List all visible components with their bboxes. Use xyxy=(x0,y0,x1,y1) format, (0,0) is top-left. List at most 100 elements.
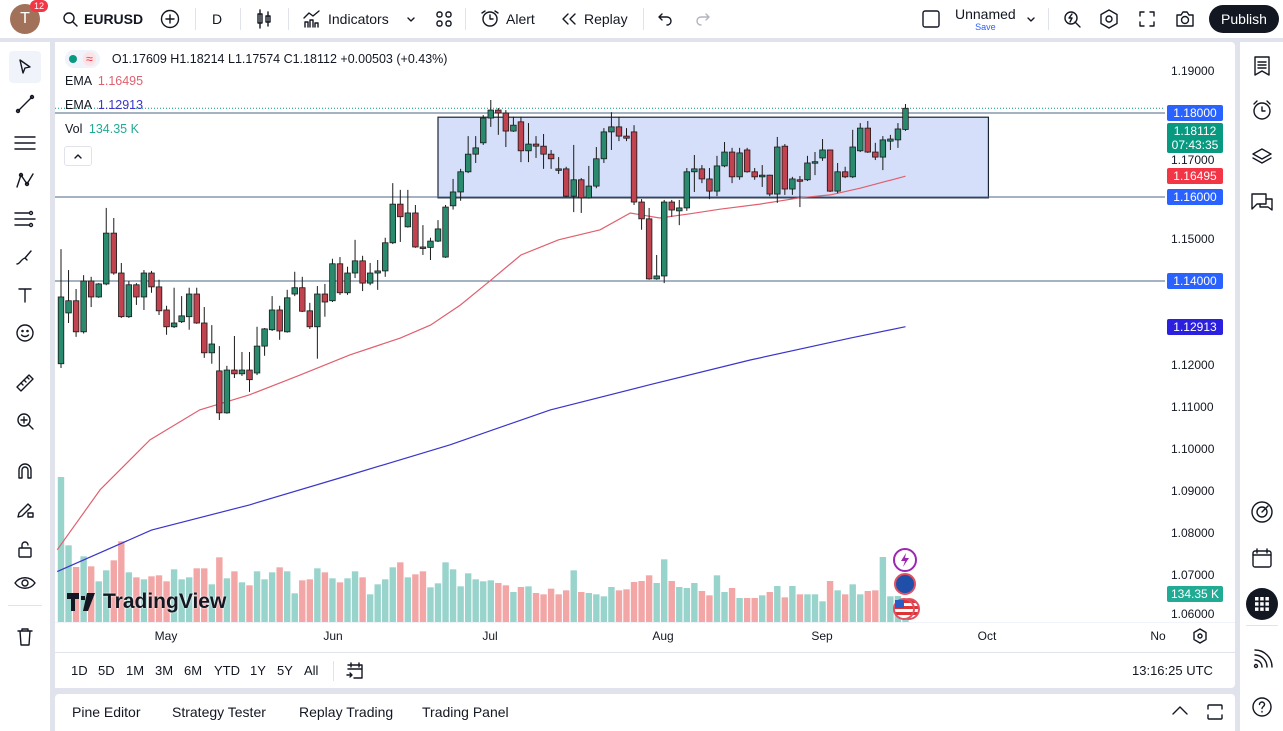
trend-line-tool[interactable] xyxy=(9,88,41,120)
fib-tool[interactable] xyxy=(9,127,41,159)
indicators-dropdown[interactable] xyxy=(406,0,416,38)
volume-bar xyxy=(344,578,351,622)
axis-settings-button[interactable] xyxy=(1192,628,1208,647)
lock-drawings-tool[interactable] xyxy=(9,533,41,565)
status-toggles[interactable]: ≈ xyxy=(65,50,100,68)
top-toolbar: T 12 EURUSD D Indicators Alert Replay Un… xyxy=(0,0,1283,38)
price-chart[interactable] xyxy=(55,42,1165,622)
watchlist-button[interactable] xyxy=(1245,49,1279,83)
help-button[interactable] xyxy=(1245,690,1279,724)
range-1m[interactable]: 1M xyxy=(126,663,145,678)
volume-bar xyxy=(781,597,789,622)
symbol-search-button[interactable]: EURUSD xyxy=(62,0,143,38)
alerts-button[interactable] xyxy=(1245,93,1279,127)
snapshot-button[interactable] xyxy=(1175,0,1195,38)
redo-button[interactable] xyxy=(695,0,711,38)
volume-bar xyxy=(155,575,163,622)
tab-pine-editor[interactable]: Pine Editor xyxy=(72,704,141,720)
go-to-date-button[interactable] xyxy=(345,661,365,684)
volume-bar xyxy=(834,590,841,622)
volume-bar xyxy=(811,594,819,622)
forecast-tool[interactable] xyxy=(9,203,41,235)
indicators-button[interactable]: Indicators xyxy=(302,0,389,38)
price-axis[interactable]: 1.18000 1.18112 07:43:35 1.16495 1.16000 1.14… xyxy=(1165,42,1235,622)
utc-clock[interactable]: 13:16:25 UTC xyxy=(1132,663,1213,678)
volume-bar xyxy=(789,586,796,622)
magnet-tool[interactable] xyxy=(9,455,41,487)
interval-button[interactable]: D xyxy=(212,0,222,38)
volume-legend[interactable]: Vol 134.35 K xyxy=(65,122,139,136)
alert-button[interactable]: Alert xyxy=(480,0,535,38)
us-flag-icon[interactable] xyxy=(893,598,915,620)
event-lightning-icon[interactable] xyxy=(893,548,917,572)
compare-symbol-button[interactable] xyxy=(160,0,180,38)
volume-bar xyxy=(193,568,200,622)
fullscreen-button[interactable] xyxy=(1138,0,1156,38)
technicals-button[interactable] xyxy=(1245,495,1279,529)
settings-button[interactable] xyxy=(1099,0,1119,38)
stay-drawing-tool[interactable] xyxy=(9,494,41,526)
candle-down xyxy=(532,143,540,147)
chart-pane[interactable]: ≈ O1.17609 H1.18214 L1.17574 C1.18112 +0… xyxy=(55,42,1165,622)
range-1y[interactable]: 1Y xyxy=(250,663,266,678)
replay-button[interactable]: Replay xyxy=(560,0,628,38)
chats-button[interactable] xyxy=(1245,186,1279,220)
range-3m[interactable]: 3M xyxy=(155,663,174,678)
time-label: No xyxy=(1150,629,1166,643)
templates-button[interactable] xyxy=(435,0,453,38)
undo-button[interactable] xyxy=(657,0,673,38)
candle-down xyxy=(540,145,547,155)
volume-bar xyxy=(608,587,615,622)
price-tick: 1.11000 xyxy=(1171,400,1214,414)
candle-up xyxy=(487,109,494,119)
remove-drawings-tool[interactable] xyxy=(9,621,41,653)
time-label: Jun xyxy=(323,629,343,643)
layout-name-button[interactable]: Unnamed Save xyxy=(955,0,1016,38)
volume-bar xyxy=(268,572,276,622)
time-label: Aug xyxy=(652,629,674,643)
ema-slow-legend[interactable]: EMA 1.12913 xyxy=(65,98,143,112)
emoji-tool[interactable] xyxy=(9,317,41,349)
calendar-button[interactable] xyxy=(1245,541,1279,575)
collapse-legend-button[interactable] xyxy=(64,146,92,166)
range-5d[interactable]: 5D xyxy=(98,663,115,678)
pattern-tool[interactable] xyxy=(9,165,41,197)
publish-button[interactable]: Publish xyxy=(1209,5,1279,33)
layout-dropdown[interactable] xyxy=(1026,0,1036,38)
hide-drawings-tool[interactable] xyxy=(9,568,41,600)
expand-panel-button[interactable] xyxy=(1171,704,1189,721)
candle-up xyxy=(691,168,698,173)
candle-down xyxy=(87,280,95,298)
eu-flag-icon[interactable] xyxy=(894,573,916,595)
user-avatar[interactable]: T 12 xyxy=(10,0,48,38)
volume-bar xyxy=(683,588,691,622)
time-label: May xyxy=(154,629,178,643)
chart-type-button[interactable] xyxy=(255,0,273,38)
brush-tool[interactable] xyxy=(9,242,41,274)
time-axis[interactable]: May Jun Jul Aug Sep Oct No xyxy=(55,622,1235,650)
volume-bar xyxy=(216,557,223,622)
tab-strategy-tester[interactable]: Strategy Tester xyxy=(172,704,266,720)
range-all[interactable]: All xyxy=(304,663,319,678)
ema-fast-legend[interactable]: EMA 1.16495 xyxy=(65,74,143,88)
maximize-panel-button[interactable] xyxy=(1206,703,1224,724)
tab-replay-trading[interactable]: Replay Trading xyxy=(299,704,394,720)
candle-up xyxy=(427,240,434,248)
range-6m[interactable]: 6M xyxy=(184,663,203,678)
products-button[interactable] xyxy=(1245,587,1279,621)
range-5y[interactable]: 5Y xyxy=(277,663,293,678)
tab-trading-panel[interactable]: Trading Panel xyxy=(422,704,509,720)
cursor-tool[interactable] xyxy=(9,51,41,83)
measure-tool[interactable] xyxy=(9,367,41,399)
object-tree-button[interactable] xyxy=(1245,140,1279,174)
zoom-tool[interactable] xyxy=(9,405,41,437)
layout-toggle-button[interactable] xyxy=(921,0,941,38)
quick-search-button[interactable] xyxy=(1062,0,1082,38)
apps-grid-icon xyxy=(1246,588,1278,620)
volume-bar xyxy=(585,593,592,622)
text-tool[interactable] xyxy=(9,279,41,311)
range-1d[interactable]: 1D xyxy=(71,663,88,678)
candle-up xyxy=(344,272,351,294)
range-ytd[interactable]: YTD xyxy=(214,663,240,678)
streams-button[interactable] xyxy=(1245,643,1279,677)
